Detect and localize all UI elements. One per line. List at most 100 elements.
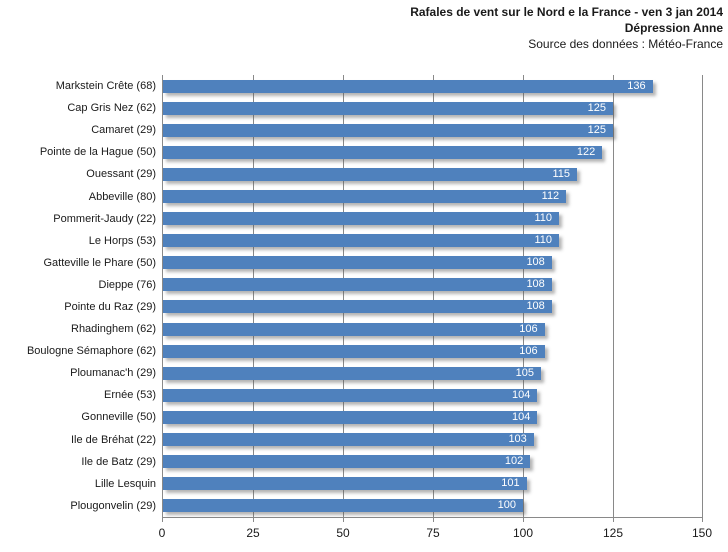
category-label: Camaret (29) — [91, 124, 156, 137]
bar-row: 105 — [163, 362, 703, 384]
bar-row: 122 — [163, 141, 703, 163]
bar: 100 — [163, 499, 523, 513]
x-tick-label: 100 — [512, 526, 534, 540]
bar: 104 — [163, 410, 538, 424]
bar-value-label: 136 — [627, 79, 646, 92]
bar: 108 — [163, 278, 552, 292]
gridline-125 — [613, 75, 614, 517]
category-label: Gonneville (50) — [81, 411, 156, 424]
bar: 125 — [163, 101, 613, 115]
bar-value-label: 112 — [541, 190, 560, 203]
bar-row: 106 — [163, 340, 703, 362]
bar-row: 136 — [163, 75, 703, 97]
x-tick-75 — [433, 518, 434, 522]
bar: 105 — [163, 366, 541, 380]
y-axis-category-labels: Markstein Crête (68) Cap Gris Nez (62) Cam… — [0, 75, 156, 517]
bar-value-label: 105 — [515, 366, 534, 379]
bar-row: 100 — [163, 495, 703, 517]
bar-value-label: 106 — [519, 344, 538, 357]
bar-row: 115 — [163, 163, 703, 185]
bar: 103 — [163, 433, 534, 447]
bar-row: 108 — [163, 252, 703, 274]
chart-source: Source des données : Météo-France — [528, 37, 723, 51]
category-label: Le Horps (53) — [88, 234, 156, 247]
category-label: Ile de Batz (29) — [81, 455, 156, 468]
category-label: Ernée (53) — [104, 389, 156, 402]
bar-value-label: 115 — [552, 167, 570, 180]
bar-row: 101 — [163, 473, 703, 495]
bar: 106 — [163, 322, 545, 336]
bar-value-label: 125 — [587, 101, 606, 114]
chart-header: Rafales de vent sur le Nord e la France … — [410, 4, 723, 52]
bar-value-label: 108 — [526, 278, 545, 291]
category-label: Cap Gris Nez (62) — [67, 102, 156, 115]
bar-row: 110 — [163, 208, 703, 230]
bar-value-label: 110 — [534, 234, 552, 247]
bar: 115 — [163, 167, 577, 181]
bar: 112 — [163, 190, 567, 204]
x-tick-25 — [253, 518, 254, 522]
bar-value-label: 110 — [534, 212, 552, 225]
bars-layer: 136 125 125 122 115 112 110 110 108 108 108 106 106 1… — [163, 75, 703, 517]
plot-area: 136 125 125 122 115 112 110 110 108 108 108 106 106 1… — [162, 75, 703, 518]
x-tick-label: 0 — [158, 526, 166, 540]
bar-row: 108 — [163, 274, 703, 296]
bar-value-label: 104 — [512, 410, 531, 423]
bar: 101 — [163, 477, 527, 491]
bar: 110 — [163, 234, 559, 248]
bar-value-label: 103 — [508, 433, 527, 446]
bar-value-label: 101 — [501, 477, 520, 490]
bar-row: 112 — [163, 185, 703, 207]
bar-row: 125 — [163, 97, 703, 119]
x-tick-125 — [613, 518, 614, 522]
category-label: Boulogne Sémaphore (62) — [26, 345, 156, 358]
bar: 106 — [163, 344, 545, 358]
bar-value-label: 122 — [576, 145, 596, 158]
gridline-100 — [523, 75, 524, 517]
x-tick-150 — [702, 518, 703, 522]
x-tick-label: 150 — [691, 526, 713, 540]
bar: 108 — [163, 300, 552, 314]
category-label: Ouessant (29) — [86, 168, 156, 181]
bar-row: 104 — [163, 406, 703, 428]
bar-row: 125 — [163, 119, 703, 141]
bar-row: 108 — [163, 296, 703, 318]
category-label: Rhadinghem (62) — [71, 323, 156, 336]
bar: 102 — [163, 455, 531, 469]
x-tick-100 — [523, 518, 524, 522]
x-axis-tick-labels: 0 25 50 75 100 125 150 — [0, 526, 728, 542]
bar-value-label: 108 — [526, 300, 545, 313]
bar-row: 106 — [163, 318, 703, 340]
chart-subtitle: Dépression Anne — [624, 21, 723, 35]
category-label: Ploumanac'h (29) — [70, 367, 156, 380]
bar-value-label: 102 — [504, 455, 524, 468]
bar-value-label: 108 — [526, 256, 545, 269]
bar: 122 — [163, 145, 603, 159]
gridline-50 — [343, 75, 344, 517]
category-label: Lille Lesquin — [94, 477, 156, 490]
bar: 125 — [163, 123, 613, 137]
x-tick-label: 75 — [426, 526, 440, 540]
category-label: Gatteville le Phare (50) — [43, 256, 157, 269]
bar: 110 — [163, 212, 559, 226]
gridline-150 — [702, 75, 703, 517]
bar: 108 — [163, 256, 552, 270]
bar-value-label: 125 — [587, 123, 606, 136]
bar: 104 — [163, 388, 538, 402]
bar: 136 — [163, 79, 653, 93]
x-tick-label: 125 — [602, 526, 624, 540]
x-tick-50 — [343, 518, 344, 522]
bar-row: 104 — [163, 384, 703, 406]
x-tick-label: 25 — [246, 526, 260, 540]
category-label: Dieppe (76) — [98, 278, 156, 291]
gridline-75 — [433, 75, 434, 517]
category-label: Abbeville (80) — [88, 190, 156, 203]
bar-value-label: 104 — [512, 388, 531, 401]
x-tick-0 — [162, 518, 163, 522]
bar-value-label: 106 — [519, 322, 538, 335]
gridline-25 — [253, 75, 254, 517]
bar-row: 110 — [163, 230, 703, 252]
category-label: Pommerit-Jaudy (22) — [53, 212, 156, 225]
bar-row: 102 — [163, 451, 703, 473]
